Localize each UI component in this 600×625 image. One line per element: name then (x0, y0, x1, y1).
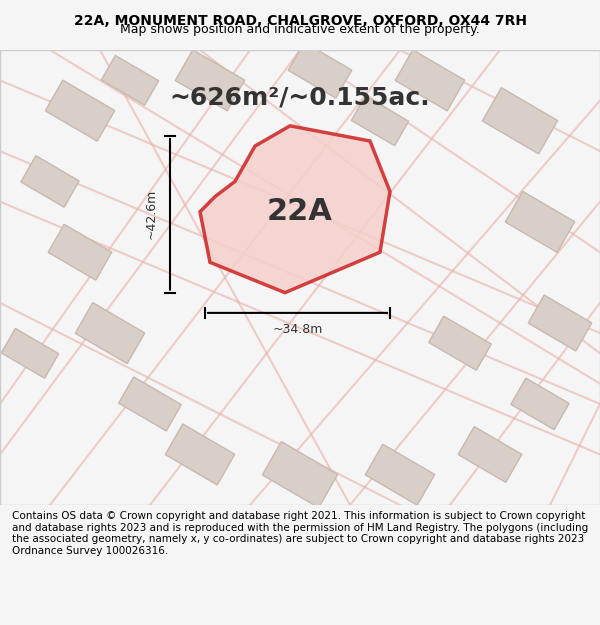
Polygon shape (75, 302, 145, 364)
Text: 22A, MONUMENT ROAD, CHALGROVE, OXFORD, OX44 7RH: 22A, MONUMENT ROAD, CHALGROVE, OXFORD, O… (74, 14, 527, 28)
Polygon shape (200, 126, 390, 292)
Polygon shape (119, 377, 181, 431)
Polygon shape (528, 295, 592, 351)
Text: ~42.6m: ~42.6m (145, 189, 158, 239)
Polygon shape (165, 424, 235, 485)
Text: Map shows position and indicative extent of the property.: Map shows position and indicative extent… (120, 23, 480, 36)
Text: Contains OS data © Crown copyright and database right 2021. This information is : Contains OS data © Crown copyright and d… (12, 511, 588, 556)
Polygon shape (511, 378, 569, 429)
Polygon shape (1, 328, 59, 378)
Text: 22A: 22A (267, 198, 333, 226)
Polygon shape (262, 442, 338, 508)
Polygon shape (428, 316, 491, 370)
Polygon shape (505, 191, 575, 253)
Polygon shape (101, 56, 158, 105)
Polygon shape (482, 88, 557, 154)
Polygon shape (352, 96, 409, 146)
Polygon shape (288, 42, 352, 98)
Polygon shape (395, 50, 465, 111)
Polygon shape (45, 80, 115, 141)
Text: ~34.8m: ~34.8m (272, 323, 323, 336)
Polygon shape (21, 156, 79, 208)
Polygon shape (458, 426, 522, 483)
Text: ~626m²/~0.155ac.: ~626m²/~0.155ac. (170, 86, 430, 109)
Polygon shape (365, 444, 435, 505)
Polygon shape (48, 224, 112, 280)
Polygon shape (175, 50, 245, 111)
